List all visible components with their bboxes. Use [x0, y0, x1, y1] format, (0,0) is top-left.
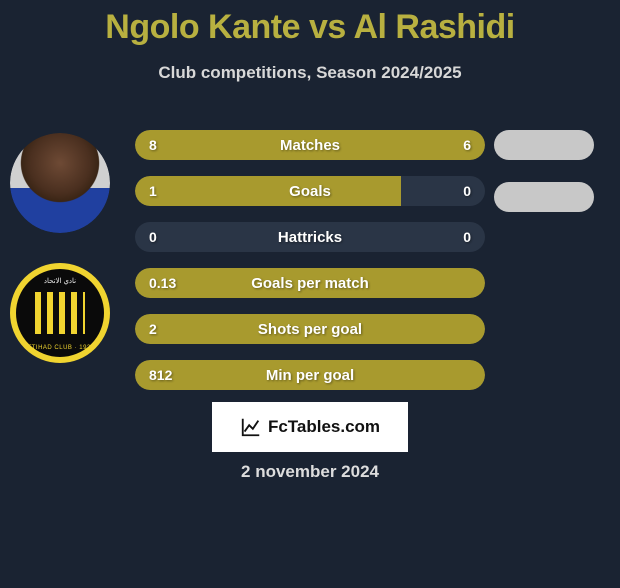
bar-fill-left — [135, 176, 401, 206]
stat-value-right: 0 — [463, 183, 471, 199]
stat-label: Min per goal — [266, 367, 354, 384]
stat-value-right: 0 — [463, 229, 471, 245]
stat-value-right: 6 — [463, 137, 471, 153]
stat-label: Goals per match — [251, 275, 369, 292]
comparison-bars: 8 6 Matches 1 0 Goals 0 0 Hattricks 0.13 Goals per… — [135, 130, 485, 406]
stat-label: Hattricks — [278, 229, 342, 246]
side-pill — [494, 130, 594, 160]
stat-value-left: 812 — [149, 367, 172, 383]
stat-row: 0 0 Hattricks — [135, 222, 485, 252]
stat-value-left: 0 — [149, 229, 157, 245]
club-text-top: نادي الاتحاد — [16, 277, 104, 285]
club-text-bottom: ITTIHAD CLUB · 1927 — [16, 345, 104, 351]
fctables-logo: FcTables.com — [212, 402, 408, 452]
avatar-column: نادي الاتحاد ITTIHAD CLUB · 1927 — [10, 133, 110, 363]
club-badge: نادي الاتحاد ITTIHAD CLUB · 1927 — [10, 263, 110, 363]
stat-row: 812 Min per goal — [135, 360, 485, 390]
stat-row: 1 0 Goals — [135, 176, 485, 206]
stat-row: 0.13 Goals per match — [135, 268, 485, 298]
stat-value-left: 2 — [149, 321, 157, 337]
stat-row: 8 6 Matches — [135, 130, 485, 160]
stat-label: Goals — [289, 183, 331, 200]
logo-text: FcTables.com — [268, 417, 380, 437]
stat-value-left: 8 — [149, 137, 157, 153]
stat-value-left: 1 — [149, 183, 157, 199]
subtitle: Club competitions, Season 2024/2025 — [0, 63, 620, 83]
club-stripes — [35, 292, 85, 334]
player-photo — [10, 133, 110, 233]
page-title: Ngolo Kante vs Al Rashidi — [0, 8, 620, 47]
chart-icon — [240, 416, 262, 438]
side-pill — [494, 182, 594, 212]
stat-label: Matches — [280, 137, 340, 154]
stat-value-left: 0.13 — [149, 275, 176, 291]
stat-row: 2 Shots per goal — [135, 314, 485, 344]
player-avatar — [10, 133, 110, 233]
stat-label: Shots per goal — [258, 321, 362, 338]
date-text: 2 november 2024 — [241, 462, 379, 482]
